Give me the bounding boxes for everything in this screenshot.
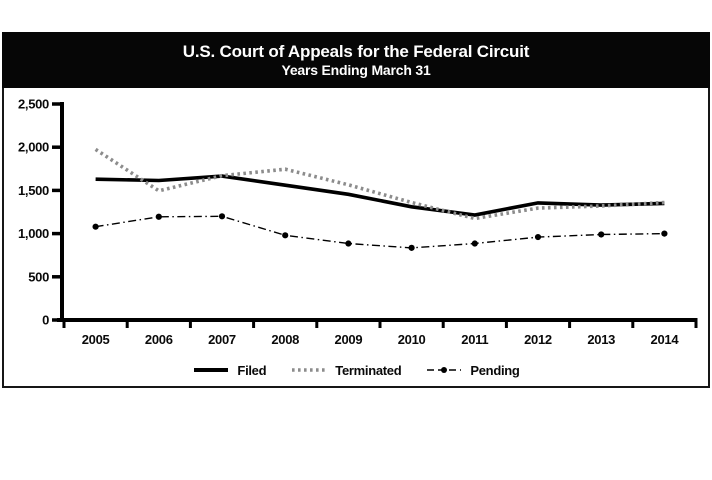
legend-label: Pending (470, 362, 520, 378)
x-tick-label: 2014 (651, 332, 680, 347)
x-tick-label: 2010 (398, 332, 426, 347)
series-marker-pending (218, 213, 226, 220)
x-tick-label: 2006 (145, 332, 173, 347)
legend-label: Filed (237, 362, 267, 378)
series-marker-pending (471, 240, 478, 247)
x-tick-label: 2005 (82, 332, 110, 347)
y-tick-label: 2,000 (18, 140, 49, 155)
line-chart: 0 500 1,000 1,500 2,000 2,500 2005 2006 2007 2008… (18, 97, 698, 347)
series-marker-pending (408, 244, 415, 251)
y-tick-label: 500 (28, 269, 49, 284)
series-line-pending (95, 215, 665, 249)
series-line-filed (95, 174, 665, 217)
legend-item-pending: Pending (425, 362, 520, 378)
legend-label: Terminated (335, 362, 402, 378)
series-marker-pending (155, 213, 162, 220)
y-tick-label: 0 (42, 313, 49, 328)
chart-title: U.S. Court of Appeals for the Federal Ci… (182, 41, 530, 61)
x-tick-label: 2011 (461, 332, 488, 347)
series-marker-pending (661, 230, 668, 237)
chart-title-bar: U.S. Court of Appeals for the Federal Ci… (2, 32, 710, 88)
x-tick-label: 2007 (208, 332, 236, 347)
chart-legend: Filed Terminated Pending (4, 360, 708, 380)
legend-swatch-pending-line-icon (427, 367, 462, 373)
y-tick-label: 1,500 (18, 183, 49, 198)
y-tick-label: 2,500 (18, 97, 49, 112)
x-tick-label: 2009 (335, 332, 363, 347)
x-tick-label: 2008 (271, 332, 299, 347)
legend-item-terminated: Terminated (290, 362, 402, 378)
y-tick-label: 1,000 (18, 226, 49, 241)
legend-item-filed: Filed (192, 362, 267, 378)
series-marker-pending (534, 233, 542, 241)
legend-swatch-terminated-line-icon (292, 368, 327, 372)
legend-swatch-filed-line-icon (194, 368, 229, 372)
x-tick-label: 2012 (524, 332, 552, 347)
series-marker-pending (92, 223, 99, 230)
series-line-terminated (94, 147, 665, 221)
chart-subtitle: Years Ending March 31 (281, 62, 431, 79)
x-tick-label: 2013 (587, 332, 615, 347)
series-marker-pending (598, 231, 605, 238)
chart-panel: U.S. Court of Appeals for the Federal Ci… (2, 32, 710, 388)
series-marker-pending (282, 232, 289, 239)
series-marker-pending (345, 240, 352, 247)
